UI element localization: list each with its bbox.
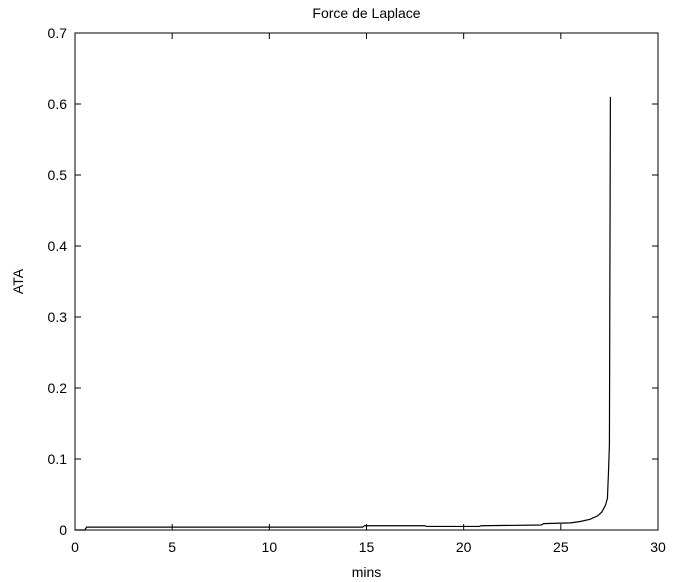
x-tick-label: 25 [553, 539, 569, 555]
x-tick-label: 30 [650, 539, 666, 555]
ticks-layer [74, 32, 659, 531]
chart-title: Force de Laplace [312, 5, 420, 21]
y-tick-label: 0.2 [48, 380, 68, 396]
series-layer [75, 96, 611, 531]
y-tick-label: 0.3 [48, 309, 68, 325]
y-tick-label: 0.5 [48, 167, 68, 183]
plot-frame [74, 32, 659, 531]
series-line-0 [75, 96, 611, 531]
y-tick-label: 0.7 [48, 25, 68, 41]
x-tick-label: 20 [456, 539, 472, 555]
y-tick-label: 0.6 [48, 96, 68, 112]
x-tick-label: 0 [71, 539, 79, 555]
x-tick-label: 15 [359, 539, 375, 555]
x-tick-label: 10 [262, 539, 278, 555]
x-tick-label: 5 [168, 539, 176, 555]
y-tick-label: 0.4 [48, 238, 68, 254]
y-tick-label: 0.1 [48, 451, 68, 467]
tick-labels-layer: 0 5 10 15 20 25 30 0 0.1 0.2 0.3 0.4 0.5 0.6 0.7 [48, 25, 666, 555]
y-tick-label: 0 [59, 522, 67, 538]
x-axis-label: mins [352, 564, 382, 580]
plot-area-frame [74, 32, 659, 531]
y-axis-label: ATA [10, 268, 26, 294]
